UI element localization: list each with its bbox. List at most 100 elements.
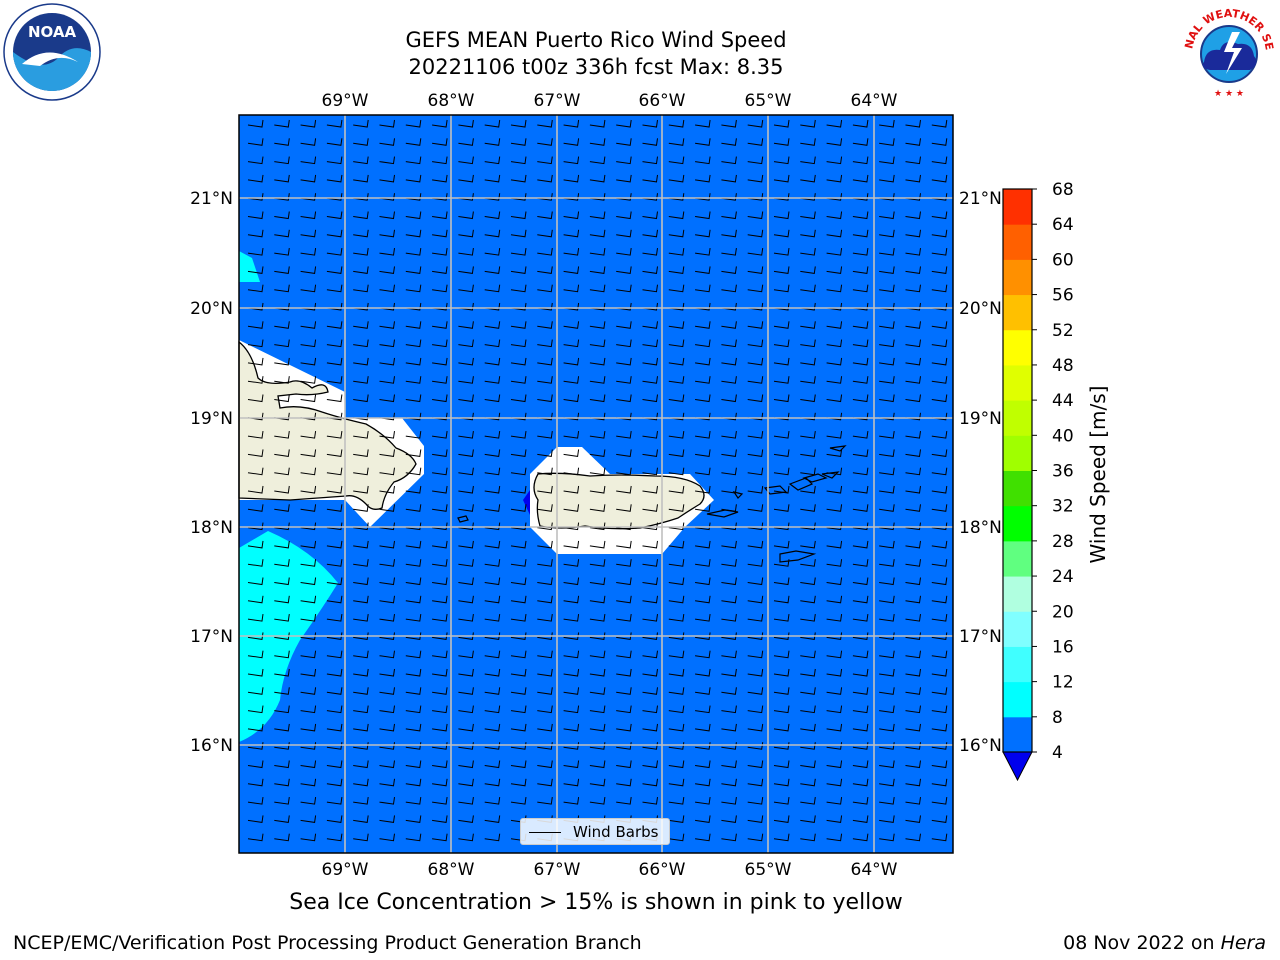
- wind-barb: [905, 687, 921, 695]
- wind-barb: [510, 284, 527, 293]
- wind-barb: [800, 797, 816, 805]
- wind-barb: [695, 595, 711, 604]
- wind-barb: [379, 357, 395, 366]
- wind-barb: [642, 174, 658, 183]
- wind-barb: [353, 595, 369, 604]
- wind-barb: [510, 229, 527, 238]
- wind-barb: [300, 797, 317, 805]
- wind-barb: [353, 321, 369, 329]
- wind-barb: [695, 522, 711, 531]
- wind-barb: [379, 595, 395, 604]
- wind-barb: [852, 339, 869, 348]
- wind-barb: [537, 119, 553, 128]
- colorbar-tick-label: 36: [1052, 462, 1074, 482]
- map-frame: [238, 114, 954, 854]
- wind-barb: [484, 138, 501, 146]
- wind-barb: [642, 394, 658, 403]
- wind-barb: [353, 394, 369, 403]
- wind-barb: [563, 119, 580, 128]
- wind-barb: [326, 174, 343, 183]
- wind-barb: [721, 431, 737, 439]
- wind-barb: [905, 797, 921, 805]
- wind-barb: [510, 595, 527, 604]
- wind-barb: [510, 266, 527, 274]
- wind-barb: [326, 833, 343, 842]
- wind-barb: [274, 650, 290, 659]
- wind-barb: [563, 760, 580, 769]
- wind-barb: [405, 577, 422, 586]
- wind-barb: [353, 614, 369, 622]
- wind-barb: [432, 193, 448, 201]
- wind-barb: [589, 522, 606, 531]
- wind-barb: [458, 687, 474, 695]
- wind-barb: [826, 614, 843, 622]
- wind-barb: [931, 614, 948, 622]
- wind-barb: [800, 229, 816, 238]
- wind-barbs-legend: Wind Barbs: [520, 818, 670, 845]
- wind-barb: [642, 650, 658, 659]
- wind-barb: [616, 284, 632, 293]
- wind-barb: [563, 211, 580, 220]
- wind-barb: [432, 595, 448, 604]
- wind-barb: [458, 266, 474, 274]
- wind-barbs-legend-label: Wind Barbs: [573, 823, 659, 841]
- wind-barb: [510, 467, 527, 476]
- wind-barb: [879, 156, 895, 165]
- colorbar-bin: [1003, 576, 1032, 612]
- wind-barb: [300, 156, 317, 165]
- wind-barb: [931, 760, 948, 769]
- wind-barb: [721, 229, 737, 238]
- wind-barb: [510, 339, 527, 348]
- lon-label-top: 67°W: [534, 91, 581, 111]
- wind-barb: [484, 687, 501, 695]
- wind-barb: [484, 485, 501, 494]
- wind-barb: [563, 193, 580, 201]
- wind-barb: [879, 284, 895, 293]
- wind-barb: [721, 321, 737, 329]
- wind-barb: [905, 559, 921, 567]
- wind-barb: [589, 449, 606, 457]
- wind-barb: [353, 723, 369, 732]
- noaa-logo-text: NOAA: [28, 23, 77, 41]
- wind-barb: [484, 357, 501, 366]
- wind-barb: [931, 650, 948, 659]
- wind-barb: [458, 778, 474, 787]
- wind-barb: [905, 467, 921, 476]
- wind-barb: [484, 266, 501, 274]
- wind-barb: [852, 687, 869, 695]
- wind-barb: [432, 431, 448, 439]
- wind-barb: [668, 119, 685, 128]
- colorbar-tick-label: 4: [1052, 743, 1063, 763]
- wind-barb: [616, 357, 632, 366]
- wind-barb: [405, 431, 422, 439]
- wind-barb: [510, 357, 527, 366]
- wind-barb: [721, 815, 737, 823]
- wind-barb: [274, 577, 290, 586]
- wind-barb: [747, 540, 764, 549]
- wind-barb: [563, 797, 580, 805]
- wind-barb: [695, 467, 711, 476]
- wind-barb: [537, 284, 553, 293]
- wind-barb: [300, 723, 317, 732]
- colorbar-tick-label: 64: [1052, 215, 1074, 235]
- wind-barb: [695, 193, 711, 201]
- wind-barb: [616, 211, 632, 220]
- wind-barb: [773, 357, 790, 366]
- wind-barb: [353, 284, 369, 293]
- wind-barb: [537, 394, 553, 403]
- wind-barb: [353, 376, 369, 384]
- wind-barb: [326, 815, 343, 823]
- wind-barb: [432, 632, 448, 640]
- wind-barb: [589, 485, 606, 494]
- wind-barb: [563, 504, 580, 512]
- wind-barb: [721, 248, 737, 256]
- wind-barb: [247, 467, 264, 476]
- wind-barb: [695, 394, 711, 403]
- wind-barb: [510, 138, 527, 146]
- wind-barb: [563, 559, 580, 567]
- wind-barb: [589, 119, 606, 128]
- wind-barb: [668, 266, 685, 274]
- wind-barb: [905, 321, 921, 329]
- wind-barb: [695, 614, 711, 622]
- lat-label-left: 19°N: [190, 409, 233, 429]
